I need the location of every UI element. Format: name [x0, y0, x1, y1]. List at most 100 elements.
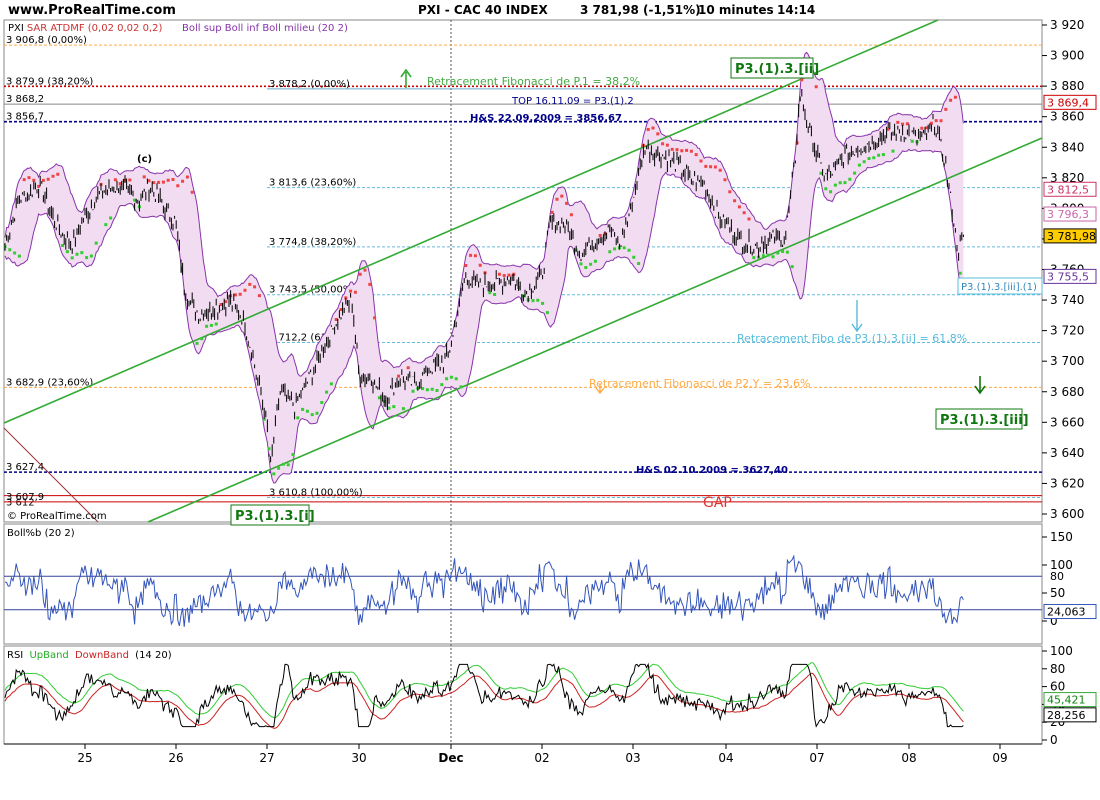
price-label-box: [1043, 206, 1097, 222]
price-bars: [4, 89, 964, 463]
time-tick-label: Dec: [438, 751, 463, 765]
time-tick-label: 07: [809, 751, 824, 765]
boll-title: Boll sup Boll inf Boll milieu (20 2): [182, 23, 348, 34]
annotation-fib-ii: Retracement Fibo de P3.(1).3.[ii] = 61,8…: [737, 332, 967, 345]
boll-value-label: 80: [1050, 570, 1064, 583]
price-tick-label: 3 880: [1050, 79, 1084, 93]
price-tick-label: 3 920: [1050, 18, 1084, 32]
channel-lower: [147, 137, 1043, 523]
site-name[interactable]: www.ProRealTime.com: [8, 3, 176, 18]
level-label: 3 712,2 (61,80%): [269, 333, 356, 344]
last-price: 3 781,98 (-1,51%): [580, 3, 701, 17]
price-tick-label: 3 700: [1050, 354, 1084, 368]
level-label: 3 813,6 (23,60%): [269, 178, 356, 189]
boll-panel-title: Boll%b (20 2): [7, 528, 75, 539]
boll-percent-line: [4, 554, 964, 627]
wave-label: P3.(1).3.[iii].(1): [961, 282, 1037, 293]
price-label: 3 796,3: [1047, 208, 1089, 221]
time-tick-label: 09: [992, 751, 1007, 765]
time-tick-label: 26: [168, 751, 183, 765]
price-tick-label: 3 740: [1050, 293, 1084, 307]
down-arrow-icon: [851, 300, 863, 333]
time-tick-label: 02: [534, 751, 549, 765]
price-label-box: [1043, 228, 1097, 244]
price-label: 3 755,5: [1047, 270, 1089, 283]
level-label: 3 627,4: [6, 462, 44, 473]
trend-channel: [3, 19, 1043, 523]
wave-label-box: [935, 408, 1023, 430]
level-label: 3 878,2 (0,00%): [269, 79, 350, 90]
rsi-value-box: [1043, 707, 1097, 723]
price-label-box: [1043, 94, 1097, 110]
boll-tick-label: 0: [1050, 614, 1058, 628]
boll-indicator: 150 100 50 0 80 24,063: [4, 530, 1097, 628]
boll-value-box: [1043, 604, 1097, 620]
watermark: © ProRealTime.com: [7, 511, 107, 522]
price-tick-label: 3 640: [1050, 446, 1084, 460]
up-arrow-icon: [400, 68, 412, 88]
rsi-tick-label: 80: [1050, 662, 1065, 676]
wave-label: (c): [137, 154, 152, 165]
price-tick-label: 3 860: [1050, 110, 1084, 124]
old-trendline: [3, 427, 99, 523]
channel-upper: [3, 19, 939, 424]
clock-label: 14:14: [777, 3, 815, 17]
time-tick-label: 30: [351, 751, 366, 765]
time-tick-label: 08: [901, 751, 916, 765]
down-arrow-icon: [595, 384, 605, 395]
boll-tick-label: 150: [1050, 530, 1073, 544]
level-label: 3 856,7: [6, 112, 44, 123]
level-label: 3 682,9 (23,60%): [6, 377, 93, 388]
level-label: 3 612: [6, 498, 35, 509]
level-label: 3 868,2: [6, 94, 44, 105]
down-arrow-icon: [974, 376, 986, 395]
annotation-hs-sept: H&S 22.09.2009 = 3856,67: [470, 113, 622, 124]
price-tick-label: 3 820: [1050, 171, 1084, 185]
interval-label: 10 minutes: [698, 3, 774, 17]
time-tick-label: 03: [625, 751, 640, 765]
price-tick-label: 3 600: [1050, 507, 1084, 521]
boll-panel: [3, 523, 1043, 645]
price-label: 3 869,4: [1047, 96, 1089, 109]
annotations: Retracement Fibonacci de P.1 = 38,2% TOP …: [137, 57, 1043, 526]
price-indicator-title: PXI SAR ATDMF (0,02 0,02 0,2): [8, 23, 162, 34]
time-tick-label: 27: [259, 751, 274, 765]
wave-label: P3.(1).3.[iii]: [940, 413, 1029, 428]
rsi-value-label: 45,421: [1047, 694, 1086, 707]
price-tick-label: 3 840: [1050, 140, 1084, 154]
price-tick-label: 3 620: [1050, 476, 1084, 490]
price-label: 3 812,5: [1047, 183, 1089, 196]
price-label-box: [1043, 181, 1097, 197]
annotation-fib-p1: Retracement Fibonacci de P.1 = 38,2%: [427, 75, 640, 88]
wave-label-box: [957, 277, 1043, 295]
boll-fill: [5, 52, 964, 484]
price-label: 3 781,98: [1047, 230, 1096, 243]
wave-label: P3.(1).3.[ii]: [735, 62, 819, 77]
rsi-tick-label: 100: [1050, 644, 1073, 658]
rsi-value-box: [1043, 692, 1097, 708]
annotation-hs-oct: H&S 02.10.2009 = 3627,40: [636, 465, 788, 476]
price-label-box: [1043, 268, 1097, 284]
rsi-tick-label: 0: [1050, 733, 1058, 747]
price-tick-label: 3 900: [1050, 49, 1084, 63]
rsi-line: [4, 662, 964, 728]
time-axis: 25 26 27 30 Dec 02 03 04 07 08 09: [4, 743, 1042, 765]
rsi-downband: [4, 672, 964, 729]
price-tick-label: 3 660: [1050, 415, 1084, 429]
level-label: 3 879,9 (38,20%): [6, 76, 93, 87]
wave-label-box: [230, 504, 310, 526]
annotation-gap: GAP: [703, 495, 732, 511]
time-tick-label: 04: [718, 751, 733, 765]
level-label: 3 607,9: [6, 492, 44, 503]
rsi-panel-title: RSI UpBand DownBand (14 20): [7, 650, 172, 661]
rsi-tick-label: 60: [1050, 680, 1065, 694]
level-label: 3 906,8 (0,00%): [6, 35, 87, 46]
price-tick-label: 3 680: [1050, 385, 1084, 399]
wave-label: P3.(1).3.[i]: [235, 509, 315, 524]
time-tick-label: 25: [77, 751, 92, 765]
boll-value-label: 24,063: [1047, 606, 1086, 619]
fibonacci-levels: 3 906,8 (0,00%) 3 879,9 (38,20%) 3 878,2 (…: [3, 35, 1042, 523]
rsi-upband: [4, 662, 964, 719]
